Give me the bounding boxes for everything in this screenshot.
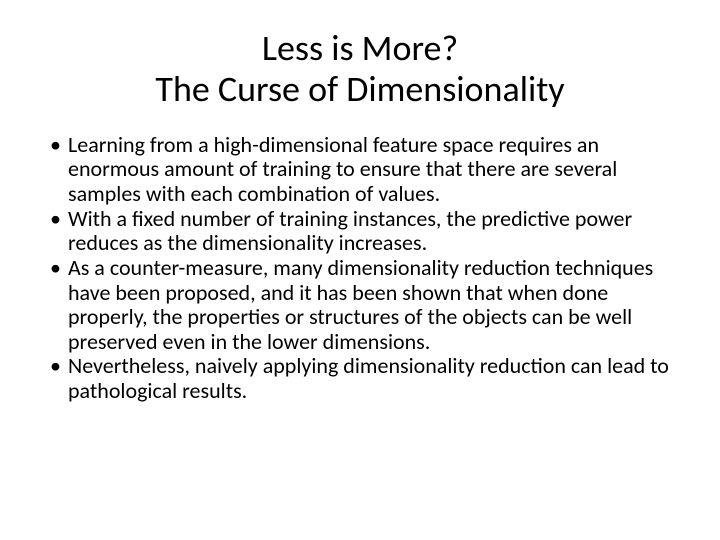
title-line-2: The Curse of Dimensionality xyxy=(40,69,680,110)
bullet-item: Nevertheless, naively applying dimension… xyxy=(46,354,670,403)
bullet-list: Learning from a high-dimensional feature… xyxy=(40,133,680,404)
slide-title: Less is More? The Curse of Dimensionalit… xyxy=(40,28,680,111)
bullet-item: With a fixed number of training instance… xyxy=(46,207,670,256)
title-line-1: Less is More? xyxy=(40,28,680,69)
bullet-item: As a counter-measure, many dimensionalit… xyxy=(46,256,670,355)
bullet-item: Learning from a high-dimensional feature… xyxy=(46,133,670,207)
slide: Less is More? The Curse of Dimensionalit… xyxy=(0,0,720,540)
